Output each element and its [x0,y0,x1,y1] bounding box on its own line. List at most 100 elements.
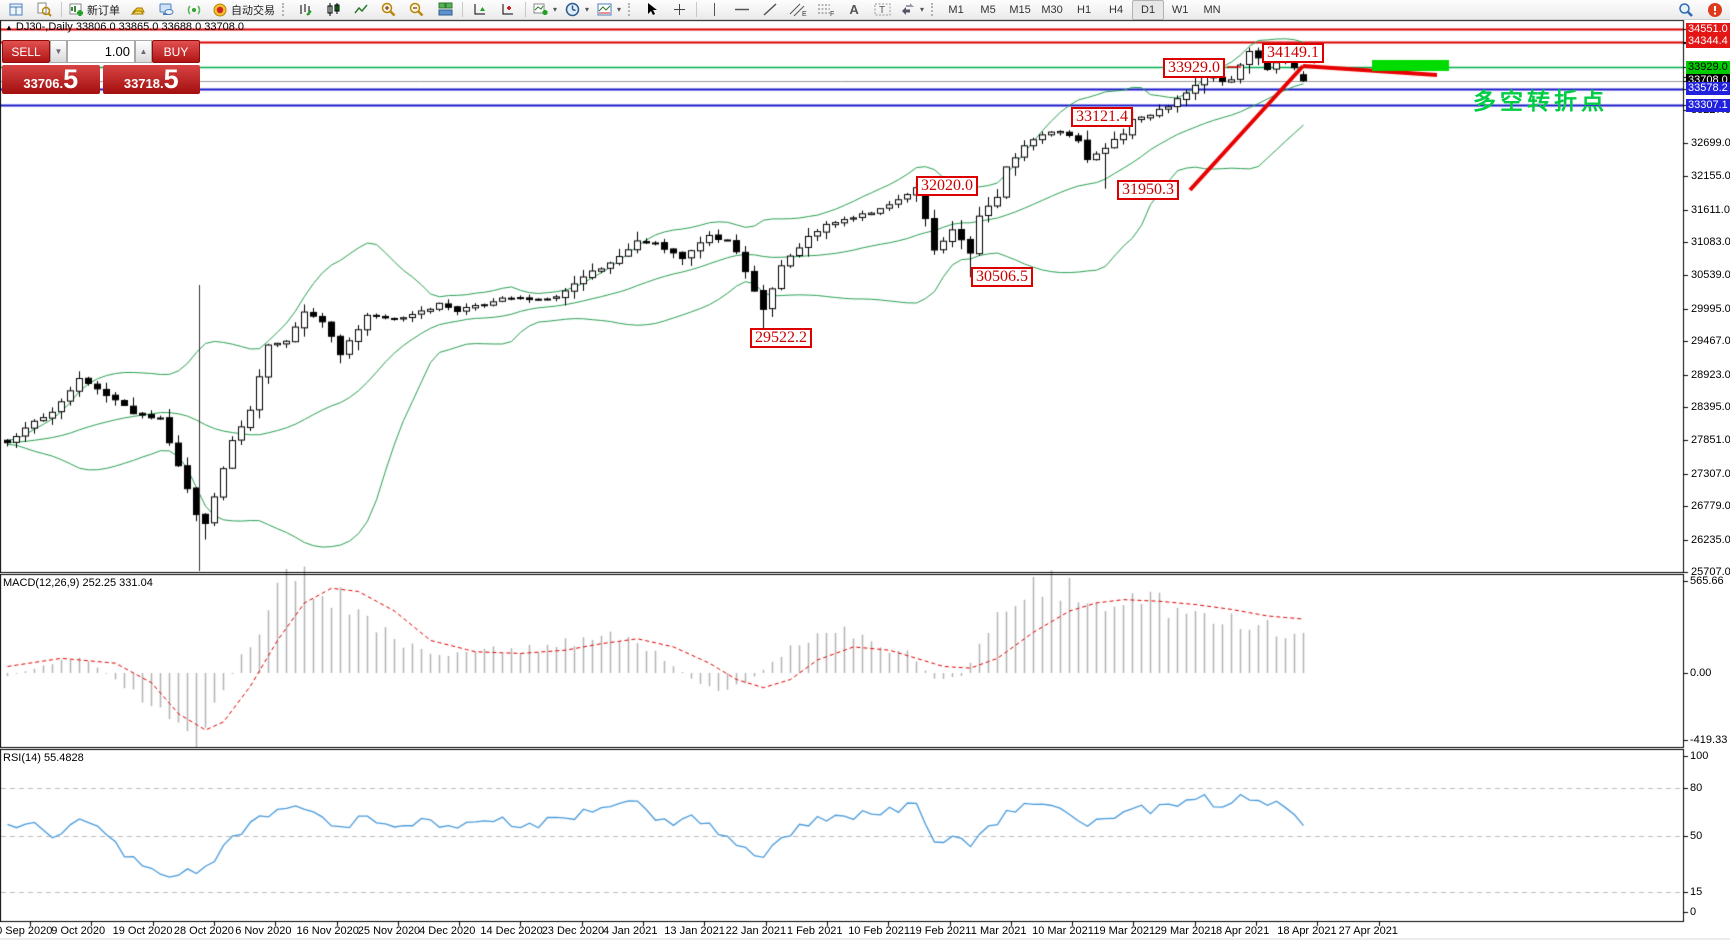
chevron-down-icon: ▾ [617,5,622,14]
buy-price: 33718. [123,76,164,91]
volume-increase-button[interactable]: ▲ [135,40,152,63]
crosshair-button[interactable] [665,0,693,20]
rsi-scale-value: 80 [1690,782,1703,794]
cursor-button[interactable] [637,0,665,20]
bull-bear-turning-point-text[interactable]: 多空转折点 [1473,88,1608,114]
auto-trading-icon [212,2,228,17]
zoom-out-button[interactable] [403,0,431,20]
buy-price-big-digit: 5 [163,64,179,94]
timeframe-m5[interactable]: M5 [980,3,996,16]
date-axis-label: 30 Sep 2020 [0,925,53,937]
price-callout-label[interactable]: 29522.2 [750,328,812,348]
trendline-tool[interactable] [756,0,784,20]
bottom-strip [0,938,1730,940]
text-tool[interactable]: A [849,2,859,17]
date-axis-label: 1 Mar 2021 [970,925,1027,937]
candle-chart-mode-icon[interactable] [319,0,347,20]
line-chart-mode-icon[interactable] [347,0,375,20]
timeframe-m15[interactable]: M15 [1009,3,1031,16]
sell-price-big-digit: 5 [63,64,79,94]
templates-button[interactable]: ▾ [593,0,625,20]
data-window-icon[interactable] [30,0,58,20]
zoom-in-button[interactable] [375,0,403,20]
shapes-button[interactable]: ▾ [896,0,928,20]
market-watch-icon[interactable] [2,0,30,20]
date-axis-label: 23 Dec 2020 [541,925,605,937]
auto-scroll-icon[interactable] [466,0,494,20]
date-axis-label: 29 Mar 2021 [1154,925,1217,937]
date-axis-label: 4 Dec 2020 [419,925,476,937]
timeframe-w1[interactable]: W1 [1171,3,1189,16]
main-toolbar: 新订单 自动交易 ▾ ▾ ▾ [0,0,1730,20]
price-callout-label[interactable]: 33929.0 [1163,58,1225,78]
new-order-icon [69,2,84,17]
buy-price-box[interactable]: 33718. 5 [102,64,200,94]
timeframe-h4[interactable]: H4 [1109,3,1124,16]
tile-windows-icon[interactable] [431,0,459,20]
periods-button[interactable]: ▾ [561,0,593,20]
vertical-line-tool[interactable] [700,0,728,20]
price-axis-tick: 27307.0 [1691,467,1730,480]
svg-text:E: E [802,11,807,17]
notification-icon[interactable] [1700,0,1728,20]
macd-scale-value: 0.00 [1690,667,1712,679]
date-axis-label: 18 Apr 2021 [1277,925,1337,937]
price-callout-label[interactable]: 30506.5 [971,267,1033,287]
price-axis-tick: 25707.0 [1691,566,1730,578]
price-axis-highlight: 34551.0 [1686,22,1730,36]
price-axis-tick: 29467.0 [1691,335,1730,348]
timeframe-m30[interactable]: M30 [1041,3,1063,16]
timeframe-d1[interactable]: D1 [1132,0,1165,20]
price-callout-label[interactable]: 33121.4 [1071,107,1133,127]
signals-icon[interactable] [180,0,208,20]
chart-title: ▲ DJ30-,Daily 33806.0 33865.0 33688.0 337… [5,21,245,33]
price-axis-tick: 26235.0 [1691,533,1730,546]
price-callout-label[interactable]: 32020.0 [916,176,978,196]
search-icon[interactable] [1672,0,1700,20]
timeframe-m1[interactable]: M1 [948,3,964,16]
symbol-triangle-icon: ▲ [5,23,13,32]
buy-button[interactable]: BUY [152,40,200,63]
sell-price-box[interactable]: 33706. 5 [2,65,100,94]
chevron-down-icon: ▾ [920,5,925,14]
indicators-button[interactable]: ▾ [529,0,561,20]
price-axis-tick: 28395.0 [1691,400,1730,413]
price-axis-tick: 28923.0 [1691,368,1730,381]
auto-trading-button[interactable]: 自动交易 [208,0,279,20]
chart-shift-icon[interactable] [494,0,522,20]
horizontal-line-tool[interactable] [728,0,756,20]
one-click-trading-panel: SELL ▼ 1.00 ▲ BUY 33706. 5 33718. 5 [2,40,200,94]
price-axis-highlight: 34344.4 [1686,35,1730,49]
channel-tool[interactable]: E [784,0,812,20]
svg-text:F: F [830,11,834,17]
date-axis-label: 22 Jan 2021 [725,925,787,937]
date-axis-label: 6 Nov 2020 [235,925,292,937]
new-order-button[interactable]: 新订单 [65,0,124,20]
date-axis-label: 19 Oct 2020 [112,925,173,937]
price-axis-highlight: 33307.1 [1686,98,1730,112]
price-axis-tick: 31611.0 [1691,203,1730,216]
price-callout-label[interactable]: 34149.1 [1262,43,1324,63]
rsi-scale-value: 0 [1690,906,1697,918]
date-axis-label: 28 Oct 2020 [173,925,234,937]
market-icon[interactable] [124,0,152,20]
sell-button[interactable]: SELL [2,40,50,63]
price-callout-label[interactable]: 31950.3 [1117,180,1179,200]
price-axis-highlight: 33578.2 [1686,82,1730,96]
price-axis-tick: 26779.0 [1691,500,1730,513]
bar-chart-mode-icon[interactable] [291,0,319,20]
fibonacci-tool[interactable]: F [812,0,840,20]
timeframe-h1[interactable]: H1 [1077,3,1092,16]
macd-scale-value: 565.66 [1690,574,1724,587]
virtual-hosting-icon[interactable] [152,0,180,20]
timeframe-mn[interactable]: MN [1203,3,1221,16]
date-axis-label: 27 Apr 2021 [1338,925,1398,937]
volume-decrease-button[interactable]: ▼ [50,40,67,63]
label-tool[interactable]: T [868,0,896,20]
date-axis-label: 19 Feb 2021 [909,925,972,937]
timeframe-group: M1 M5 M15 M30 H1 H4 D1 W1 MN [940,0,1228,20]
volume-input[interactable]: 1.00 [67,40,135,63]
date-axis-label: 14 Dec 2020 [480,925,543,937]
